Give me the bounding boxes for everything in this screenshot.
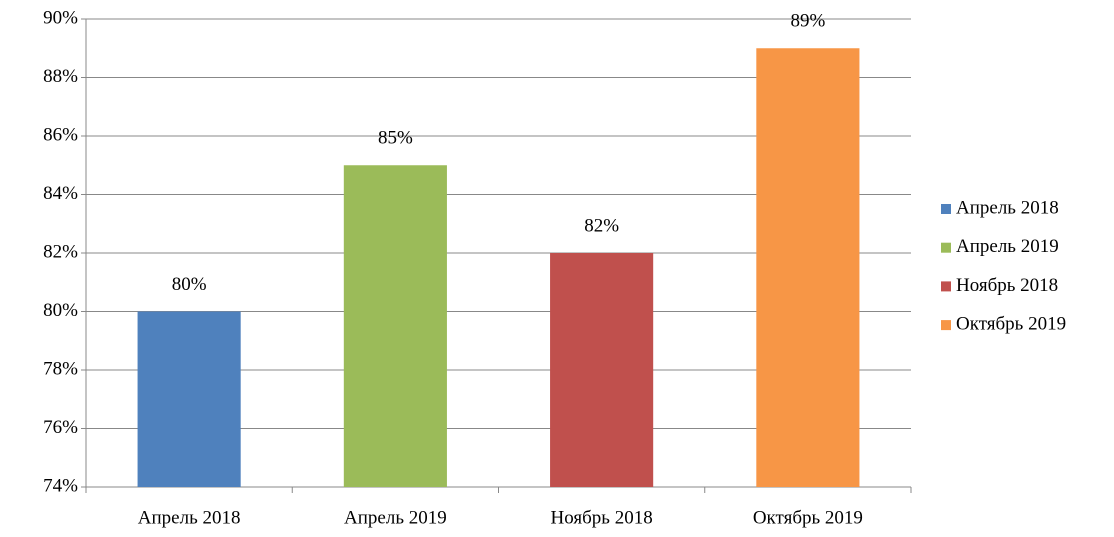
- legend-label: Ноябрь 2018: [956, 275, 1058, 296]
- legend-swatch: [941, 204, 951, 214]
- y-tick-label: 80%: [43, 300, 78, 321]
- y-tick-label: 82%: [43, 241, 78, 262]
- y-tick-label: 78%: [43, 358, 78, 379]
- x-tick-label: Апрель 2019: [344, 507, 447, 528]
- x-tick-label: Октябрь 2019: [753, 507, 863, 528]
- legend-swatch: [941, 320, 951, 331]
- data-label: 80%: [172, 274, 207, 295]
- y-tick-label: 74%: [43, 475, 78, 496]
- x-tick-label: Ноябрь 2018: [551, 507, 653, 528]
- bar: [343, 165, 447, 487]
- legend-swatch: [941, 281, 951, 292]
- x-tick-label: Апрель 2018: [138, 507, 241, 528]
- bar: [550, 253, 654, 487]
- data-label: 85%: [378, 128, 413, 149]
- legend-swatch: [941, 242, 951, 253]
- bar: [137, 311, 241, 487]
- data-label: 89%: [790, 11, 825, 32]
- y-tick-label: 90%: [43, 7, 78, 28]
- legend-label: Апрель 2019: [956, 236, 1059, 257]
- bar: [756, 48, 860, 487]
- y-tick-label: 86%: [43, 124, 78, 145]
- data-label: 82%: [584, 215, 619, 236]
- y-tick-label: 88%: [43, 66, 78, 87]
- legend-label: Октябрь 2019: [956, 313, 1066, 334]
- legend-label: Апрель 2018: [956, 197, 1059, 218]
- y-tick-label: 76%: [43, 417, 78, 438]
- y-tick-label: 84%: [43, 183, 78, 204]
